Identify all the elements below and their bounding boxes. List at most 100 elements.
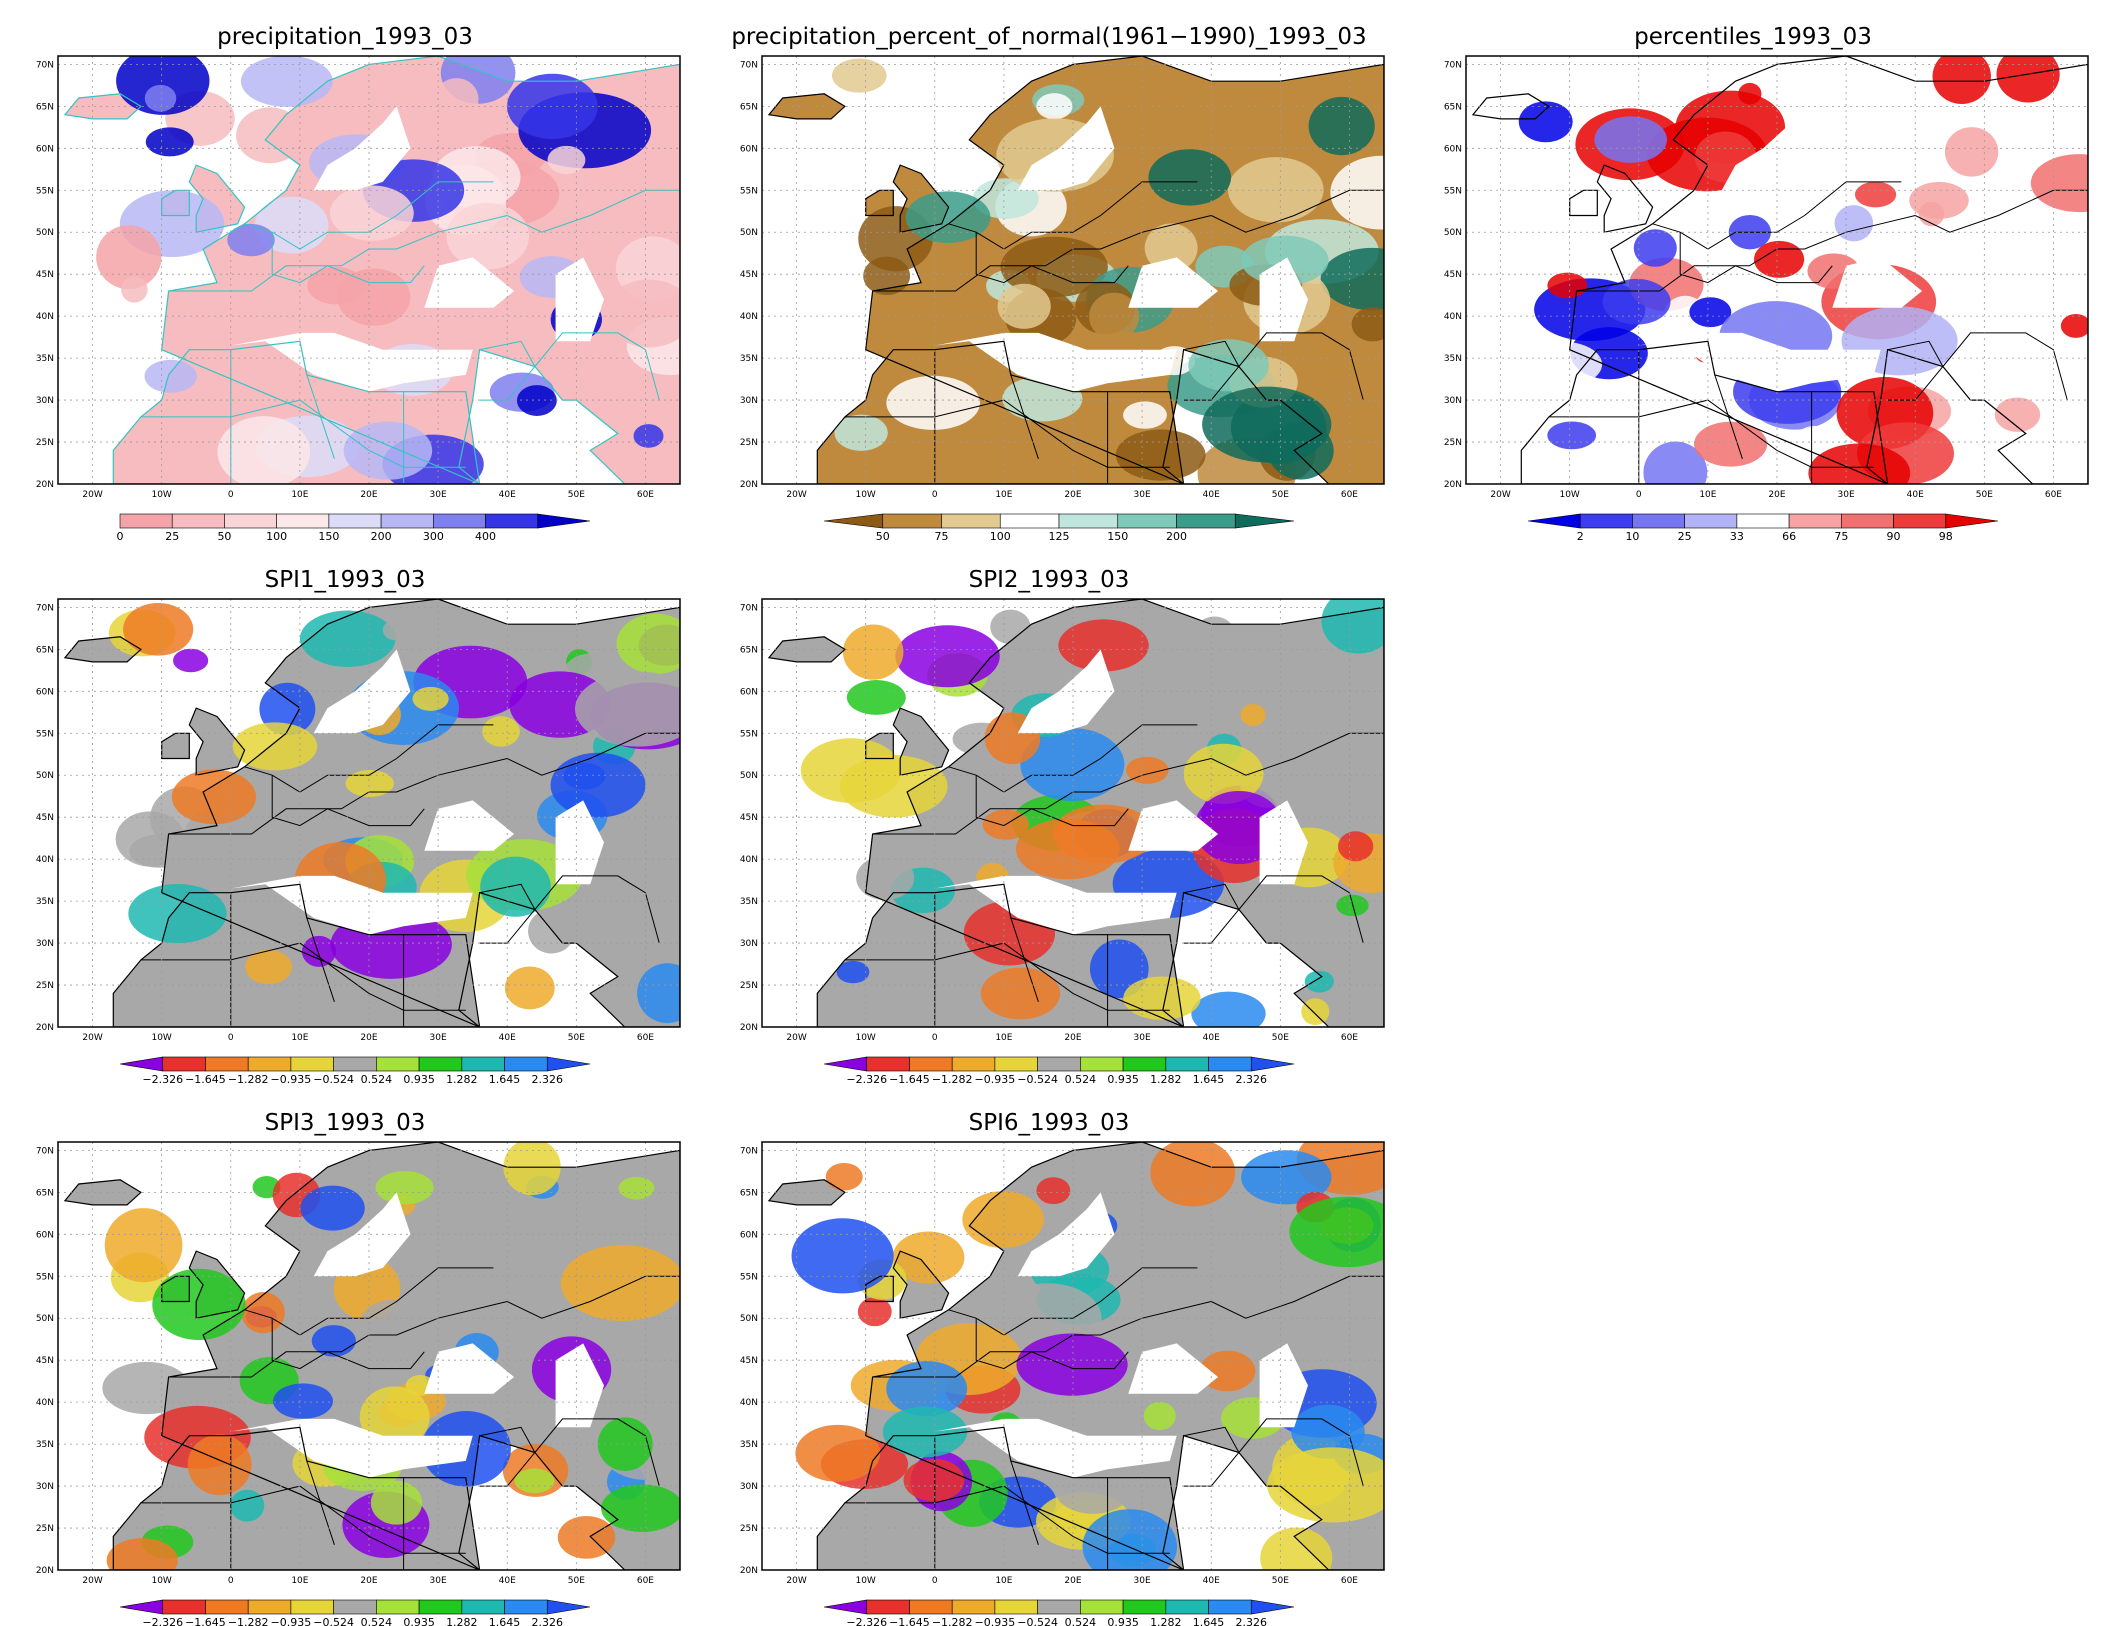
field-contour [836, 960, 870, 984]
lat-tick-label: 45N [740, 1356, 758, 1366]
lon-tick-label: 50E [568, 1576, 585, 1586]
lon-tick-label: 60E [637, 1576, 654, 1586]
colorbar-segment [1234, 513, 1295, 529]
land-area [64, 1179, 141, 1205]
panel-title: percentiles_1993_03 [1634, 24, 1872, 50]
field-contour [382, 620, 407, 641]
field-contour [997, 283, 1051, 329]
field-contour [1808, 443, 1911, 484]
lat-tick-label: 40N [1444, 312, 1462, 322]
colorbar-segment [546, 1056, 591, 1072]
map-frame [57, 55, 681, 485]
colorbar-label: 2.326 [1236, 1073, 1268, 1083]
country-border [872, 215, 1212, 292]
lat-tick-label: 50N [740, 1314, 758, 1324]
colorbar-label: −1.645 [889, 1616, 930, 1626]
colorbar-label: −1.645 [185, 1616, 226, 1626]
field-contour [1267, 1447, 1384, 1523]
colorbar-segment [1117, 513, 1177, 529]
field-contour [343, 421, 433, 480]
country-border [506, 1275, 680, 1319]
colorbar-label: 100 [990, 530, 1011, 540]
lat-tick-label: 55N [36, 186, 54, 196]
lat-tick-label: 55N [1444, 186, 1462, 196]
coastline [188, 1250, 246, 1319]
sea-mask [230, 332, 473, 392]
field-contour [104, 1208, 183, 1283]
panel-title: SPI6_1993_03 [968, 1110, 1130, 1136]
field-contour [516, 385, 557, 416]
field-contour [1738, 82, 1762, 105]
colorbar-segment [461, 1599, 505, 1615]
lat-tick-label: 20N [740, 1566, 758, 1576]
lon-tick-label: 30E [430, 1576, 447, 1586]
field-contour [633, 424, 664, 448]
colorbar-label: −0.524 [313, 1073, 354, 1083]
colorbar-segment [290, 1599, 334, 1615]
lat-tick-label: 40N [36, 1398, 54, 1408]
field-contour [528, 908, 575, 954]
colorbar-segment [333, 1599, 377, 1615]
colorbar-label: 2.326 [1236, 1616, 1268, 1626]
colorbar-label: 1.645 [1193, 1073, 1225, 1083]
field-contour [299, 610, 396, 667]
field-contour [2030, 154, 2088, 213]
colorbar-segment [1527, 513, 1581, 529]
colorbar-label: −0.524 [1017, 1616, 1058, 1626]
country-border [244, 724, 494, 793]
colorbar-segment [290, 1056, 334, 1072]
colorbar-segment [999, 513, 1060, 529]
lat-tick-label: 65N [1444, 102, 1462, 112]
lat-tick-label: 35N [740, 354, 758, 364]
map-plot: 70N 65N 60N 55N 50N 45N 40N 35N 30N 25N 20N 20W 10W 0… [740, 55, 1385, 540]
lat-tick-label: 30N [1444, 396, 1462, 406]
colorbar-label: 1.282 [1150, 1073, 1182, 1083]
country-border [844, 1485, 1170, 1554]
coastline [865, 1142, 1384, 1570]
lat-tick-label: 35N [740, 897, 758, 907]
colorbar-segment [1080, 1599, 1124, 1615]
field-contour [616, 613, 680, 674]
lat-tick-label: 55N [740, 186, 758, 196]
colorbar-label: −1.282 [932, 1616, 973, 1626]
lon-tick-label: 20E [360, 1033, 377, 1043]
country-border [140, 399, 466, 468]
field-contour [895, 625, 1000, 688]
field-contour [1143, 1401, 1176, 1431]
lon-tick-label: 10W [151, 1033, 171, 1043]
field-contour [1123, 401, 1167, 429]
country-border [140, 942, 466, 1011]
lat-tick-label: 45N [36, 270, 54, 280]
sea-mask [313, 106, 411, 191]
lat-tick-label: 55N [740, 729, 758, 739]
lon-tick-label: 10W [151, 490, 171, 500]
lon-tick-label: 60E [1341, 490, 1358, 500]
field-contour [1191, 991, 1266, 1027]
country-border [975, 775, 1129, 827]
country-border [844, 942, 1170, 1011]
lat-tick-label: 25N [740, 981, 758, 991]
colorbar-label: 300 [423, 530, 444, 540]
field-contour [1036, 93, 1073, 120]
field-contour [1058, 619, 1149, 672]
map-frame [761, 598, 1385, 1028]
field-contour [962, 1191, 1044, 1248]
colorbar-label: 1.645 [1193, 1616, 1225, 1626]
lat-tick-label: 50N [1444, 228, 1462, 238]
lon-tick-label: 20W [82, 1033, 102, 1043]
field-contour [229, 1489, 265, 1522]
sea-mask [934, 875, 1177, 935]
panel-title: precipitation_percent_of_normal(1961−199… [731, 24, 1367, 50]
colorbar-label: 1.282 [446, 1616, 478, 1626]
sea-mask [1017, 649, 1115, 734]
lat-tick-label: 50N [740, 771, 758, 781]
colorbar-label: −2.326 [142, 1616, 183, 1626]
field-contour [504, 966, 555, 1010]
lat-tick-label: 20N [36, 1023, 54, 1033]
colorbar-label: −2.326 [846, 1073, 887, 1083]
lon-tick-label: 30E [430, 1033, 447, 1043]
coastline [767, 636, 846, 663]
field-contour [345, 769, 394, 797]
lat-tick-label: 35N [740, 1440, 758, 1450]
field-contour [115, 811, 186, 867]
